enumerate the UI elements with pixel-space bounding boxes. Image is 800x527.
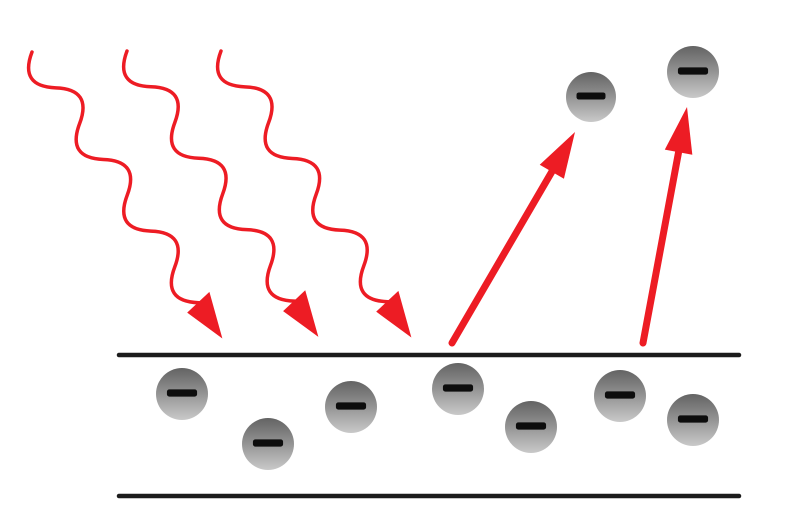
electron-in-material [242,418,294,470]
minus-icon [677,415,709,423]
ejection-arrowhead-icon [539,132,575,179]
photon-arrowhead-icon [283,290,319,337]
electron-in-material [594,370,646,422]
photon-wave [215,49,412,338]
photon-wave [121,49,319,337]
ejection-arrow [448,132,575,347]
electron-in-material [667,394,719,446]
ejection-arrowhead-icon [664,107,693,155]
photon-wave-path [215,49,393,308]
minus-icon [442,384,474,392]
minus-icon [335,402,367,410]
ejected-electron [566,72,616,122]
minus-icon [252,439,284,447]
ejection-arrow-shaft [448,163,559,347]
electron-in-material [505,401,557,453]
minus-icon [166,389,198,397]
minus-icon [515,422,547,430]
minus-icon [576,92,606,100]
electron-in-material [432,363,484,415]
electron-in-material [325,381,377,433]
ejection-arrow [639,107,693,347]
photon-arrowhead-icon [376,290,412,338]
ejection-arrow-shaft [639,142,684,347]
electron-in-material [156,368,208,420]
ejected-electron [667,46,719,98]
photon-arrowhead-icon [187,291,223,339]
photon-wave-path [121,49,299,308]
minus-icon [604,391,636,399]
photon-wave-path [26,50,204,309]
photon-wave [26,50,223,339]
minus-icon [677,67,709,75]
